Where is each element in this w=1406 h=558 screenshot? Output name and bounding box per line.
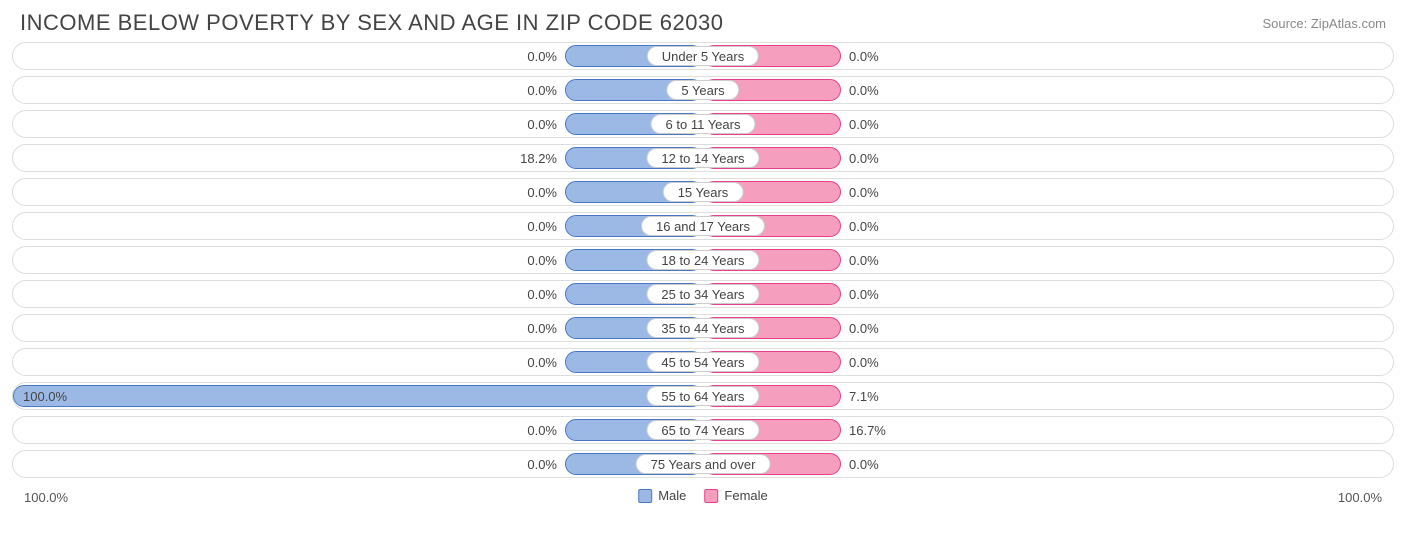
chart-row: 0.0% 0.0% 75 Years and over [12, 450, 1394, 478]
male-value-label: 0.0% [527, 43, 557, 69]
category-badge: 16 and 17 Years [641, 216, 765, 236]
category-badge: 15 Years [663, 182, 744, 202]
male-bar [13, 385, 703, 407]
chart-row: 0.0% 0.0% 35 to 44 Years [12, 314, 1394, 342]
female-value-label: 16.7% [849, 417, 886, 443]
axis-label-right: 100.0% [1338, 490, 1382, 505]
legend: Male Female [638, 488, 768, 503]
chart-row: 0.0% 0.0% 6 to 11 Years [12, 110, 1394, 138]
male-value-label: 0.0% [527, 179, 557, 205]
legend-male-label: Male [658, 488, 686, 503]
category-badge: 25 to 34 Years [646, 284, 759, 304]
male-value-label: 0.0% [527, 111, 557, 137]
legend-item-female: Female [704, 488, 767, 503]
axis-label-left: 100.0% [24, 490, 68, 505]
chart-row: 0.0% 0.0% 16 and 17 Years [12, 212, 1394, 240]
female-value-label: 0.0% [849, 145, 879, 171]
chart-row: 0.0% 0.0% 15 Years [12, 178, 1394, 206]
chart-header: INCOME BELOW POVERTY BY SEX AND AGE IN Z… [0, 0, 1406, 42]
chart-row: 0.0% 0.0% 45 to 54 Years [12, 348, 1394, 376]
chart-row: 100.0% 7.1% 55 to 64 Years [12, 382, 1394, 410]
category-badge: Under 5 Years [647, 46, 759, 66]
chart-footer: 100.0% Male Female 100.0% [0, 484, 1406, 514]
female-swatch-icon [704, 489, 718, 503]
female-value-label: 0.0% [849, 349, 879, 375]
female-value-label: 7.1% [849, 383, 879, 409]
category-badge: 75 Years and over [636, 454, 771, 474]
male-value-label: 100.0% [23, 383, 67, 409]
male-value-label: 0.0% [527, 247, 557, 273]
female-value-label: 0.0% [849, 213, 879, 239]
female-value-label: 0.0% [849, 43, 879, 69]
chart-title: INCOME BELOW POVERTY BY SEX AND AGE IN Z… [20, 10, 723, 36]
chart-row: 0.0% 0.0% Under 5 Years [12, 42, 1394, 70]
male-swatch-icon [638, 489, 652, 503]
female-value-label: 0.0% [849, 77, 879, 103]
chart-row: 18.2% 0.0% 12 to 14 Years [12, 144, 1394, 172]
chart-row: 0.0% 16.7% 65 to 74 Years [12, 416, 1394, 444]
male-value-label: 0.0% [527, 281, 557, 307]
legend-female-label: Female [724, 488, 767, 503]
male-value-label: 18.2% [520, 145, 557, 171]
chart-row: 0.0% 0.0% 18 to 24 Years [12, 246, 1394, 274]
male-value-label: 0.0% [527, 451, 557, 477]
category-badge: 65 to 74 Years [646, 420, 759, 440]
chart-row: 0.0% 0.0% 25 to 34 Years [12, 280, 1394, 308]
category-badge: 5 Years [666, 80, 739, 100]
female-value-label: 0.0% [849, 451, 879, 477]
chart-row: 0.0% 0.0% 5 Years [12, 76, 1394, 104]
female-value-label: 0.0% [849, 281, 879, 307]
male-value-label: 0.0% [527, 77, 557, 103]
category-badge: 18 to 24 Years [646, 250, 759, 270]
female-value-label: 0.0% [849, 247, 879, 273]
female-value-label: 0.0% [849, 179, 879, 205]
male-value-label: 0.0% [527, 417, 557, 443]
male-value-label: 0.0% [527, 315, 557, 341]
category-badge: 35 to 44 Years [646, 318, 759, 338]
male-value-label: 0.0% [527, 349, 557, 375]
category-badge: 45 to 54 Years [646, 352, 759, 372]
category-badge: 55 to 64 Years [646, 386, 759, 406]
category-badge: 12 to 14 Years [646, 148, 759, 168]
category-badge: 6 to 11 Years [651, 114, 756, 134]
female-value-label: 0.0% [849, 315, 879, 341]
female-value-label: 0.0% [849, 111, 879, 137]
chart-source: Source: ZipAtlas.com [1262, 16, 1386, 31]
male-value-label: 0.0% [527, 213, 557, 239]
legend-item-male: Male [638, 488, 686, 503]
chart-area: 0.0%0.0%Under 5 Years0.0%0.0%5 Years0.0%… [0, 42, 1406, 478]
